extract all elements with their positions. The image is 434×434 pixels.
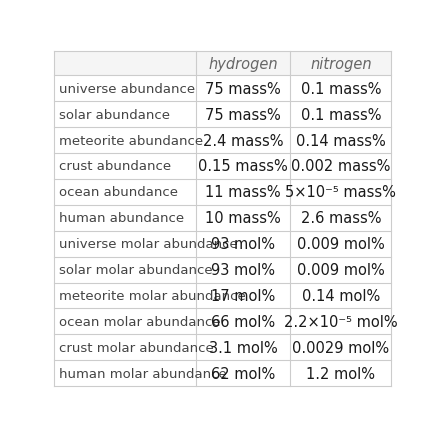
Text: ocean molar abundance: ocean molar abundance <box>59 315 220 328</box>
Text: 10 mass%: 10 mass% <box>205 211 280 226</box>
Text: solar abundance: solar abundance <box>59 108 170 122</box>
Text: meteorite molar abundance: meteorite molar abundance <box>59 289 246 302</box>
Text: 0.1 mass%: 0.1 mass% <box>300 108 380 122</box>
Bar <box>195 52 290 76</box>
Text: 75 mass%: 75 mass% <box>205 82 280 96</box>
Text: solar molar abundance: solar molar abundance <box>59 263 213 276</box>
Text: 0.009 mol%: 0.009 mol% <box>296 237 384 252</box>
Text: universe abundance: universe abundance <box>59 82 195 95</box>
Text: 0.1 mass%: 0.1 mass% <box>300 82 380 96</box>
Text: 5×10⁻⁵ mass%: 5×10⁻⁵ mass% <box>285 185 395 200</box>
Text: 93 mol%: 93 mol% <box>210 263 275 277</box>
Bar <box>54 52 195 76</box>
Text: 0.14 mol%: 0.14 mol% <box>301 288 379 303</box>
Text: human abundance: human abundance <box>59 212 184 225</box>
Text: 66 mol%: 66 mol% <box>210 314 275 329</box>
Text: 0.002 mass%: 0.002 mass% <box>291 159 390 174</box>
Text: 75 mass%: 75 mass% <box>205 108 280 122</box>
Text: 0.14 mass%: 0.14 mass% <box>296 133 385 148</box>
Text: 1.2 mol%: 1.2 mol% <box>306 366 375 381</box>
Text: 0.0029 mol%: 0.0029 mol% <box>292 340 388 355</box>
Text: meteorite abundance: meteorite abundance <box>59 134 203 147</box>
Text: crust abundance: crust abundance <box>59 160 171 173</box>
Text: 93 mol%: 93 mol% <box>210 237 275 252</box>
Text: 17 mol%: 17 mol% <box>210 288 275 303</box>
Text: 2.6 mass%: 2.6 mass% <box>300 211 380 226</box>
Bar <box>290 52 391 76</box>
Text: 11 mass%: 11 mass% <box>205 185 280 200</box>
Text: 0.15 mass%: 0.15 mass% <box>198 159 287 174</box>
Text: ocean abundance: ocean abundance <box>59 186 178 199</box>
Text: universe molar abundance: universe molar abundance <box>59 238 238 250</box>
Text: 0.009 mol%: 0.009 mol% <box>296 263 384 277</box>
Text: hydrogen: hydrogen <box>208 56 277 72</box>
Text: 2.2×10⁻⁵ mol%: 2.2×10⁻⁵ mol% <box>283 314 397 329</box>
Text: 3.1 mol%: 3.1 mol% <box>208 340 277 355</box>
Text: nitrogen: nitrogen <box>309 56 371 72</box>
Text: 2.4 mass%: 2.4 mass% <box>202 133 283 148</box>
Text: 62 mol%: 62 mol% <box>210 366 275 381</box>
Text: human molar abundance: human molar abundance <box>59 367 227 380</box>
Text: crust molar abundance: crust molar abundance <box>59 341 214 354</box>
